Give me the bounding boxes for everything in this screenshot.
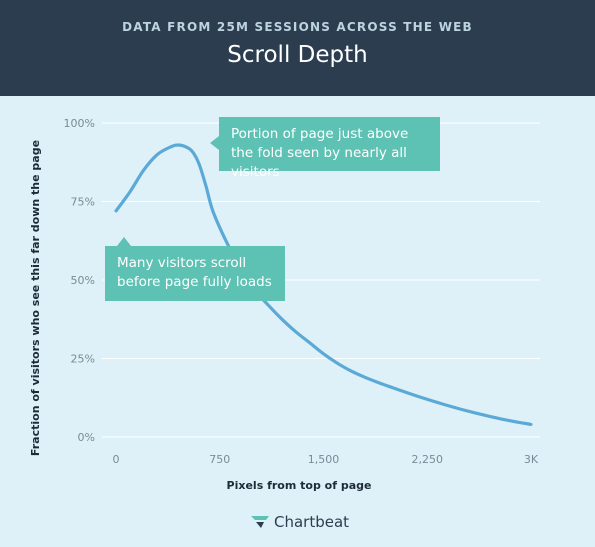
x-tick-label: 3K <box>524 453 539 466</box>
logo-text: Chartbeat <box>274 513 350 531</box>
y-tick-label: 0% <box>78 431 95 444</box>
annotation-early-scroll: Many visitors scroll before page fully l… <box>105 246 285 301</box>
y-tick-labels: 0% 25% 50% 75% 100% <box>64 117 95 444</box>
y-tick-label: 100% <box>64 117 95 130</box>
callout-bottom-pointer <box>117 237 131 246</box>
scroll-depth-chart: 0% 25% 50% 75% 100% 0 750 1,500 2,250 3K Fractio… <box>29 117 540 492</box>
scroll-depth-line <box>114 143 533 426</box>
chart-title: Scroll Depth <box>227 42 368 68</box>
x-tick-label: 0 <box>113 453 120 466</box>
x-tick-label: 2,250 <box>412 453 444 466</box>
chartbeat-logo-icon <box>251 516 269 528</box>
y-tick-label: 75% <box>71 196 95 209</box>
callout-top-pointer <box>210 136 219 150</box>
y-tick-label: 25% <box>71 353 95 366</box>
y-axis-label: Fraction of visitors who see this far do… <box>29 140 42 456</box>
annotation-above-fold: Portion of page just above the fold seen… <box>219 117 440 180</box>
chart-subtitle: DATA FROM 25M SESSIONS ACROSS THE WEB <box>122 20 473 34</box>
x-axis-label: Pixels from top of page <box>227 479 372 492</box>
x-tick-label: 750 <box>209 453 230 466</box>
x-tick-labels: 0 750 1,500 2,250 3K <box>113 453 539 466</box>
header-banner: DATA FROM 25M SESSIONS ACROSS THE WEB Sc… <box>0 0 595 96</box>
x-tick-label: 1,500 <box>308 453 340 466</box>
chartbeat-logo: Chartbeat <box>250 512 349 532</box>
y-tick-label: 50% <box>71 274 95 287</box>
